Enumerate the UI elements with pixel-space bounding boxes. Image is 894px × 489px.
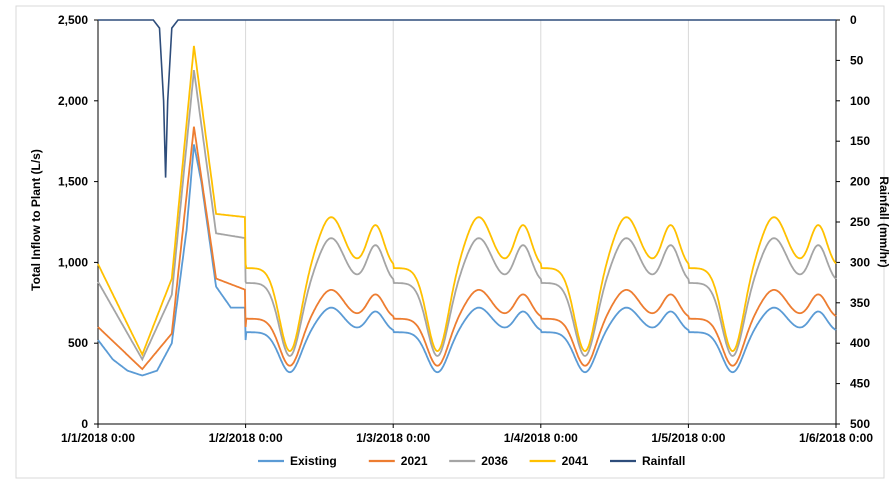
x-tick-label: 1/5/2018 0:00	[651, 431, 725, 445]
y-tick-label: 2,000	[58, 94, 88, 108]
legend-item-2036: 2036	[449, 454, 508, 468]
tick-labels: 1/1/2018 0:00 1/2/2018 0:00 1/3/2018 0:00 1…	[58, 13, 873, 445]
y2-tick-label: 450	[850, 377, 870, 391]
series-lines	[97, 19, 837, 377]
legend-item-rainfall: Rainfall	[610, 454, 685, 468]
series-line-2036	[97, 69, 837, 362]
chart-border	[15, 5, 885, 479]
y-tick-label: 0	[81, 417, 88, 431]
y-tick-label: 1,500	[58, 175, 88, 189]
series-line-rainfall	[98, 19, 836, 178]
y-tick-label: 500	[68, 336, 88, 350]
legend-label: 2036	[481, 454, 508, 468]
legend-label: 2041	[562, 454, 589, 468]
x-tick-label: 1/2/2018 0:00	[209, 431, 283, 445]
series-line-2041	[97, 45, 837, 357]
legend-label: 2021	[401, 454, 428, 468]
y2-tick-label: 100	[850, 94, 870, 108]
y2-tick-label: 300	[850, 255, 870, 269]
x-tick-label: 1/3/2018 0:00	[356, 431, 430, 445]
axes	[94, 19, 840, 428]
legend-item-2021: 2021	[368, 454, 428, 468]
x-tick-label: 1/4/2018 0:00	[504, 431, 578, 445]
legend: Existing 2021 2036 2041 Rainfall	[258, 454, 685, 468]
x-tick-label: 1/1/2018 0:00	[61, 431, 135, 445]
y2-tick-label: 350	[850, 296, 870, 310]
y2-tick-label: 50	[850, 53, 864, 67]
x-tick-label: 1/6/2018 0:00	[799, 431, 873, 445]
y2-tick-label: 500	[850, 417, 870, 431]
y2-tick-label: 400	[850, 336, 870, 350]
legend-label: Rainfall	[642, 454, 685, 468]
y2-axis-title: Rainfall (mm/hr)	[877, 176, 891, 267]
series-line-existing	[97, 144, 837, 377]
legend-item-2041: 2041	[529, 454, 589, 468]
y-tick-label: 1,000	[58, 255, 88, 269]
y2-tick-label: 200	[850, 175, 870, 189]
y-axis-title: Total Inflow to Plant (L/s)	[29, 149, 43, 291]
y2-tick-label: 0	[850, 13, 857, 27]
series-line-2021	[97, 126, 837, 371]
legend-label: Existing	[290, 454, 337, 468]
y-tick-label: 2,500	[58, 13, 88, 27]
y2-tick-label: 250	[850, 215, 870, 229]
legend-item-existing: Existing	[258, 454, 337, 468]
y2-tick-label: 150	[850, 134, 870, 148]
